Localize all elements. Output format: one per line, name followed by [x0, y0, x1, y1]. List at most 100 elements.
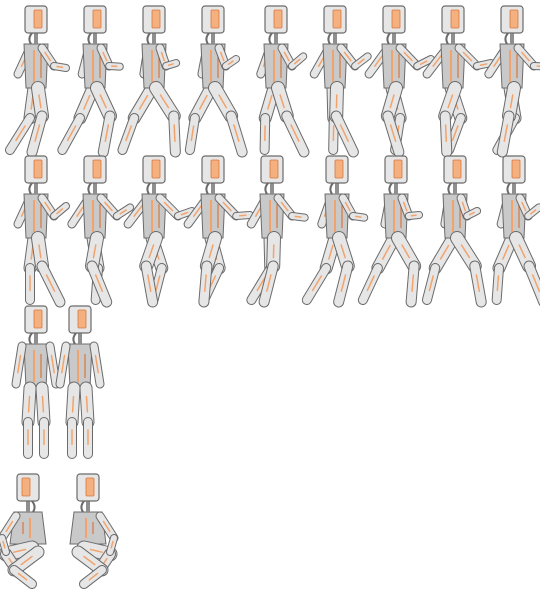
sprite-frame-run-cycle-a-4-arm-front-upper-accent: [219, 51, 225, 62]
sprite-frame-run-cycle-b-1-visor: [33, 159, 43, 179]
sprite-frame-run-cycle-a-1-neck-cable: [28, 31, 34, 45]
sprite-frame-run-cycle-a-9-leg-front-upper-accent: [509, 94, 514, 109]
sprite-frame-run-cycle-b-6-visor: [334, 159, 344, 179]
sprite-frame-run-cycle-b-3-arm-front-upper-accent: [163, 201, 174, 212]
sprite-frame-run-cycle-a-7-neck-cable: [386, 31, 392, 45]
sprite-frame-run-cycle-b-7-leg-front-lower-accent: [411, 274, 415, 292]
sprite-frame-run-cycle-b-9-neck-cable: [506, 181, 512, 195]
sprite-frame-run-cycle-b-2-neck: [93, 182, 97, 194]
sprite-frame-run-cycle-a-8-arm-back-accent: [432, 53, 443, 67]
sprite-frame-crouch-2-shin-back-accent: [88, 572, 99, 581]
sprite-frame-idle-1: [11, 305, 61, 459]
sprite-frame-run-cycle-a-4-neck-cable: [205, 31, 211, 45]
sprite-frame-run-cycle-a-1-arm-front-lower-accent: [56, 65, 64, 69]
sprite-frame-run-cycle-a-3-leg-back-lower-accent: [125, 125, 133, 142]
sprite-frame-run-cycle-a-8: [422, 5, 495, 158]
sprite-frame-idle-2-arm-right-accent: [94, 354, 99, 374]
sprite-frame-idle-1-arm-right-accent: [50, 354, 55, 374]
sprite-frame-run-cycle-b-9-arm-front-lower-accent: [530, 209, 537, 215]
sprite-frame-run-cycle-a-1: [5, 5, 70, 158]
sprite-frame-run-cycle-b-6-neck-cable: [329, 181, 335, 195]
sprite-frame-run-cycle-a-2-neck-cable: [87, 31, 93, 45]
sprite-frame-idle-1-leg-right-upper-accent: [41, 395, 45, 413]
sprite-frame-run-cycle-b-1-leg-front-lower-accent: [45, 274, 56, 292]
sprite-frame-run-cycle-b-4-visor: [210, 159, 220, 179]
sprite-frame-run-cycle-a-4-neck: [211, 32, 215, 44]
sprite-frame-run-cycle-a-5-leg-front-lower-accent: [290, 124, 300, 142]
sprite-frame-crouch-2-neck: [86, 500, 90, 512]
sprite-frame-run-cycle-b-7: [357, 155, 424, 308]
sprite-frame-run-cycle-a-8-neck-cable: [445, 31, 451, 45]
sprite-frame-run-cycle-b-4-neck-cable: [205, 181, 211, 195]
sprite-frame-run-cycle-b-8-neck-cable: [447, 181, 453, 195]
sprite-frame-run-cycle-a-8-leg-front-lower-accent: [444, 124, 448, 142]
sprite-frame-run-cycle-b-7-neck-cable: [388, 181, 394, 195]
sprite-frame-run-cycle-a-1-arm-front-upper-accent: [44, 51, 52, 62]
sprite-row-idle: [11, 305, 105, 459]
sprite-frame-run-cycle-a-3-visor: [151, 9, 161, 29]
sprite-frame-run-cycle-a-2-leg-front-upper-accent: [99, 94, 107, 109]
sprite-frame-run-cycle-b-5-visor: [269, 159, 279, 179]
sprite-frame-run-cycle-a-6-visor: [332, 9, 342, 29]
sprite-frame-run-cycle-a-8-visor: [450, 9, 460, 29]
sprite-frame-run-cycle-b-6-arm-front-upper-accent: [344, 201, 351, 212]
sprite-frame-crouch-2-thigh-accent: [89, 548, 103, 553]
sprite-frame-run-cycle-b-8: [421, 155, 487, 308]
sprite-frame-run-cycle-a-4-leg-front-lower-accent: [233, 124, 240, 142]
sprite-frame-run-cycle-b-1-arm-front-upper-accent: [44, 201, 52, 212]
sprite-frame-run-cycle-a-8-arm-front-lower-accent: [479, 63, 488, 67]
sprite-frame-crouch-1-neck-cable: [30, 499, 36, 513]
sprite-frame-run-cycle-b-5-arm-front-upper-accent: [280, 201, 289, 212]
sprite-frame-run-cycle-b-3-arm-front-lower-accent: [180, 211, 189, 216]
sprite-frame-crouch-2-neck-cable: [80, 499, 86, 513]
sprite-frame-run-cycle-a-4-leg-back-upper-accent: [198, 94, 208, 110]
sprite-frame-idle-1-arm-left-accent: [17, 354, 22, 374]
sprite-frame-run-cycle-b-7-leg-back-lower-accent: [366, 275, 375, 292]
sprite-frame-idle-2-leg-right-upper-accent: [85, 395, 89, 413]
sprite-frame-run-cycle-b-8-neck: [453, 182, 457, 194]
sprite-frame-crouch-1-shin-back-accent: [17, 572, 28, 581]
sprite-frame-run-cycle-b-2-neck-cable: [87, 181, 93, 195]
sprite-frame-run-cycle-a-6: [309, 5, 372, 158]
sprite-frame-run-cycle-b-1-neck: [34, 182, 38, 194]
sprite-frame-run-cycle-b-5-neck-cable: [264, 181, 270, 195]
sprite-row-crouch: [0, 473, 119, 589]
sprite-frame-run-cycle-a-5-visor: [273, 9, 283, 29]
sprite-frame-crouch-1-neck: [26, 500, 30, 512]
sprite-frame-run-cycle-a-3-leg-back-upper-accent: [138, 94, 149, 110]
sprite-frame-run-cycle-a-4-visor: [210, 9, 220, 29]
sprite-frame-run-cycle-a-4-arm-front-lower-accent: [227, 60, 234, 65]
sprite-frame-run-cycle-a-2-visor: [92, 9, 102, 29]
sprite-frame-run-cycle-b-2-visor: [92, 159, 102, 179]
sprite-frame-crouch-1-torso: [9, 511, 47, 545]
sprite-frame-run-cycle-b-4-leg-front-upper-accent: [208, 244, 214, 259]
sprite-frame-idle-2-neck: [78, 332, 82, 344]
sprite-frame-run-cycle-b-5-leg-front-lower-accent: [266, 274, 272, 292]
sprite-frame-run-cycle-a-3-leg-front-upper-accent: [159, 94, 170, 109]
sprite-frame-run-cycle-b-6-leg-back-lower-accent: [311, 275, 323, 292]
sprite-frame-run-cycle-b-3-leg-front-upper-accent: [148, 244, 155, 259]
sprite-frame-idle-2-torso: [67, 343, 93, 389]
sprite-frame-run-cycle-a-3-leg-front-lower-accent: [173, 124, 176, 142]
sprite-frame-run-cycle-a-8-leg-back-lower-accent: [451, 125, 459, 142]
sprite-frame-idle-2: [55, 305, 105, 459]
sprite-frame-run-cycle-a-7: [364, 5, 435, 158]
sprite-frame-run-cycle-b-1-neck-cable: [28, 181, 34, 195]
sprite-frame-run-cycle-b-2-leg-front-upper-accent: [92, 244, 97, 259]
sprite-frame-run-cycle-a-9-visor: [509, 9, 519, 29]
sprite-frame-run-cycle-b-4-arm-back-accent: [193, 203, 204, 217]
sprite-frame-run-cycle-a-8-arm-front-upper-accent: [462, 51, 473, 62]
sprite-frame-idle-1-visor: [33, 309, 43, 329]
sprite-frame-run-cycle-a-8-neck: [451, 32, 455, 44]
sprite-frame-crouch-1-forearm-front-accent: [2, 540, 6, 549]
sprite-frame-run-cycle-a-2-leg-front-lower-accent: [104, 124, 110, 142]
sprite-frame-crouch-2-visor: [85, 477, 95, 497]
sprite-frame-run-cycle-a-7-arm-back-accent: [374, 53, 385, 67]
sprite-frame-run-cycle-b-4-arm-front-upper-accent: [222, 201, 232, 212]
sprite-frame-idle-2-leg-left-upper-accent: [71, 395, 75, 413]
sprite-row-run-cycle-b: [13, 155, 540, 308]
sprite-frame-run-cycle-a-5-leg-back-upper-accent: [267, 94, 273, 110]
sprite-frame-run-cycle-a-3: [117, 5, 181, 158]
sprite-frame-run-cycle-b-3: [123, 155, 196, 308]
sprite-frame-crouch-1-thigh-accent: [13, 548, 27, 553]
